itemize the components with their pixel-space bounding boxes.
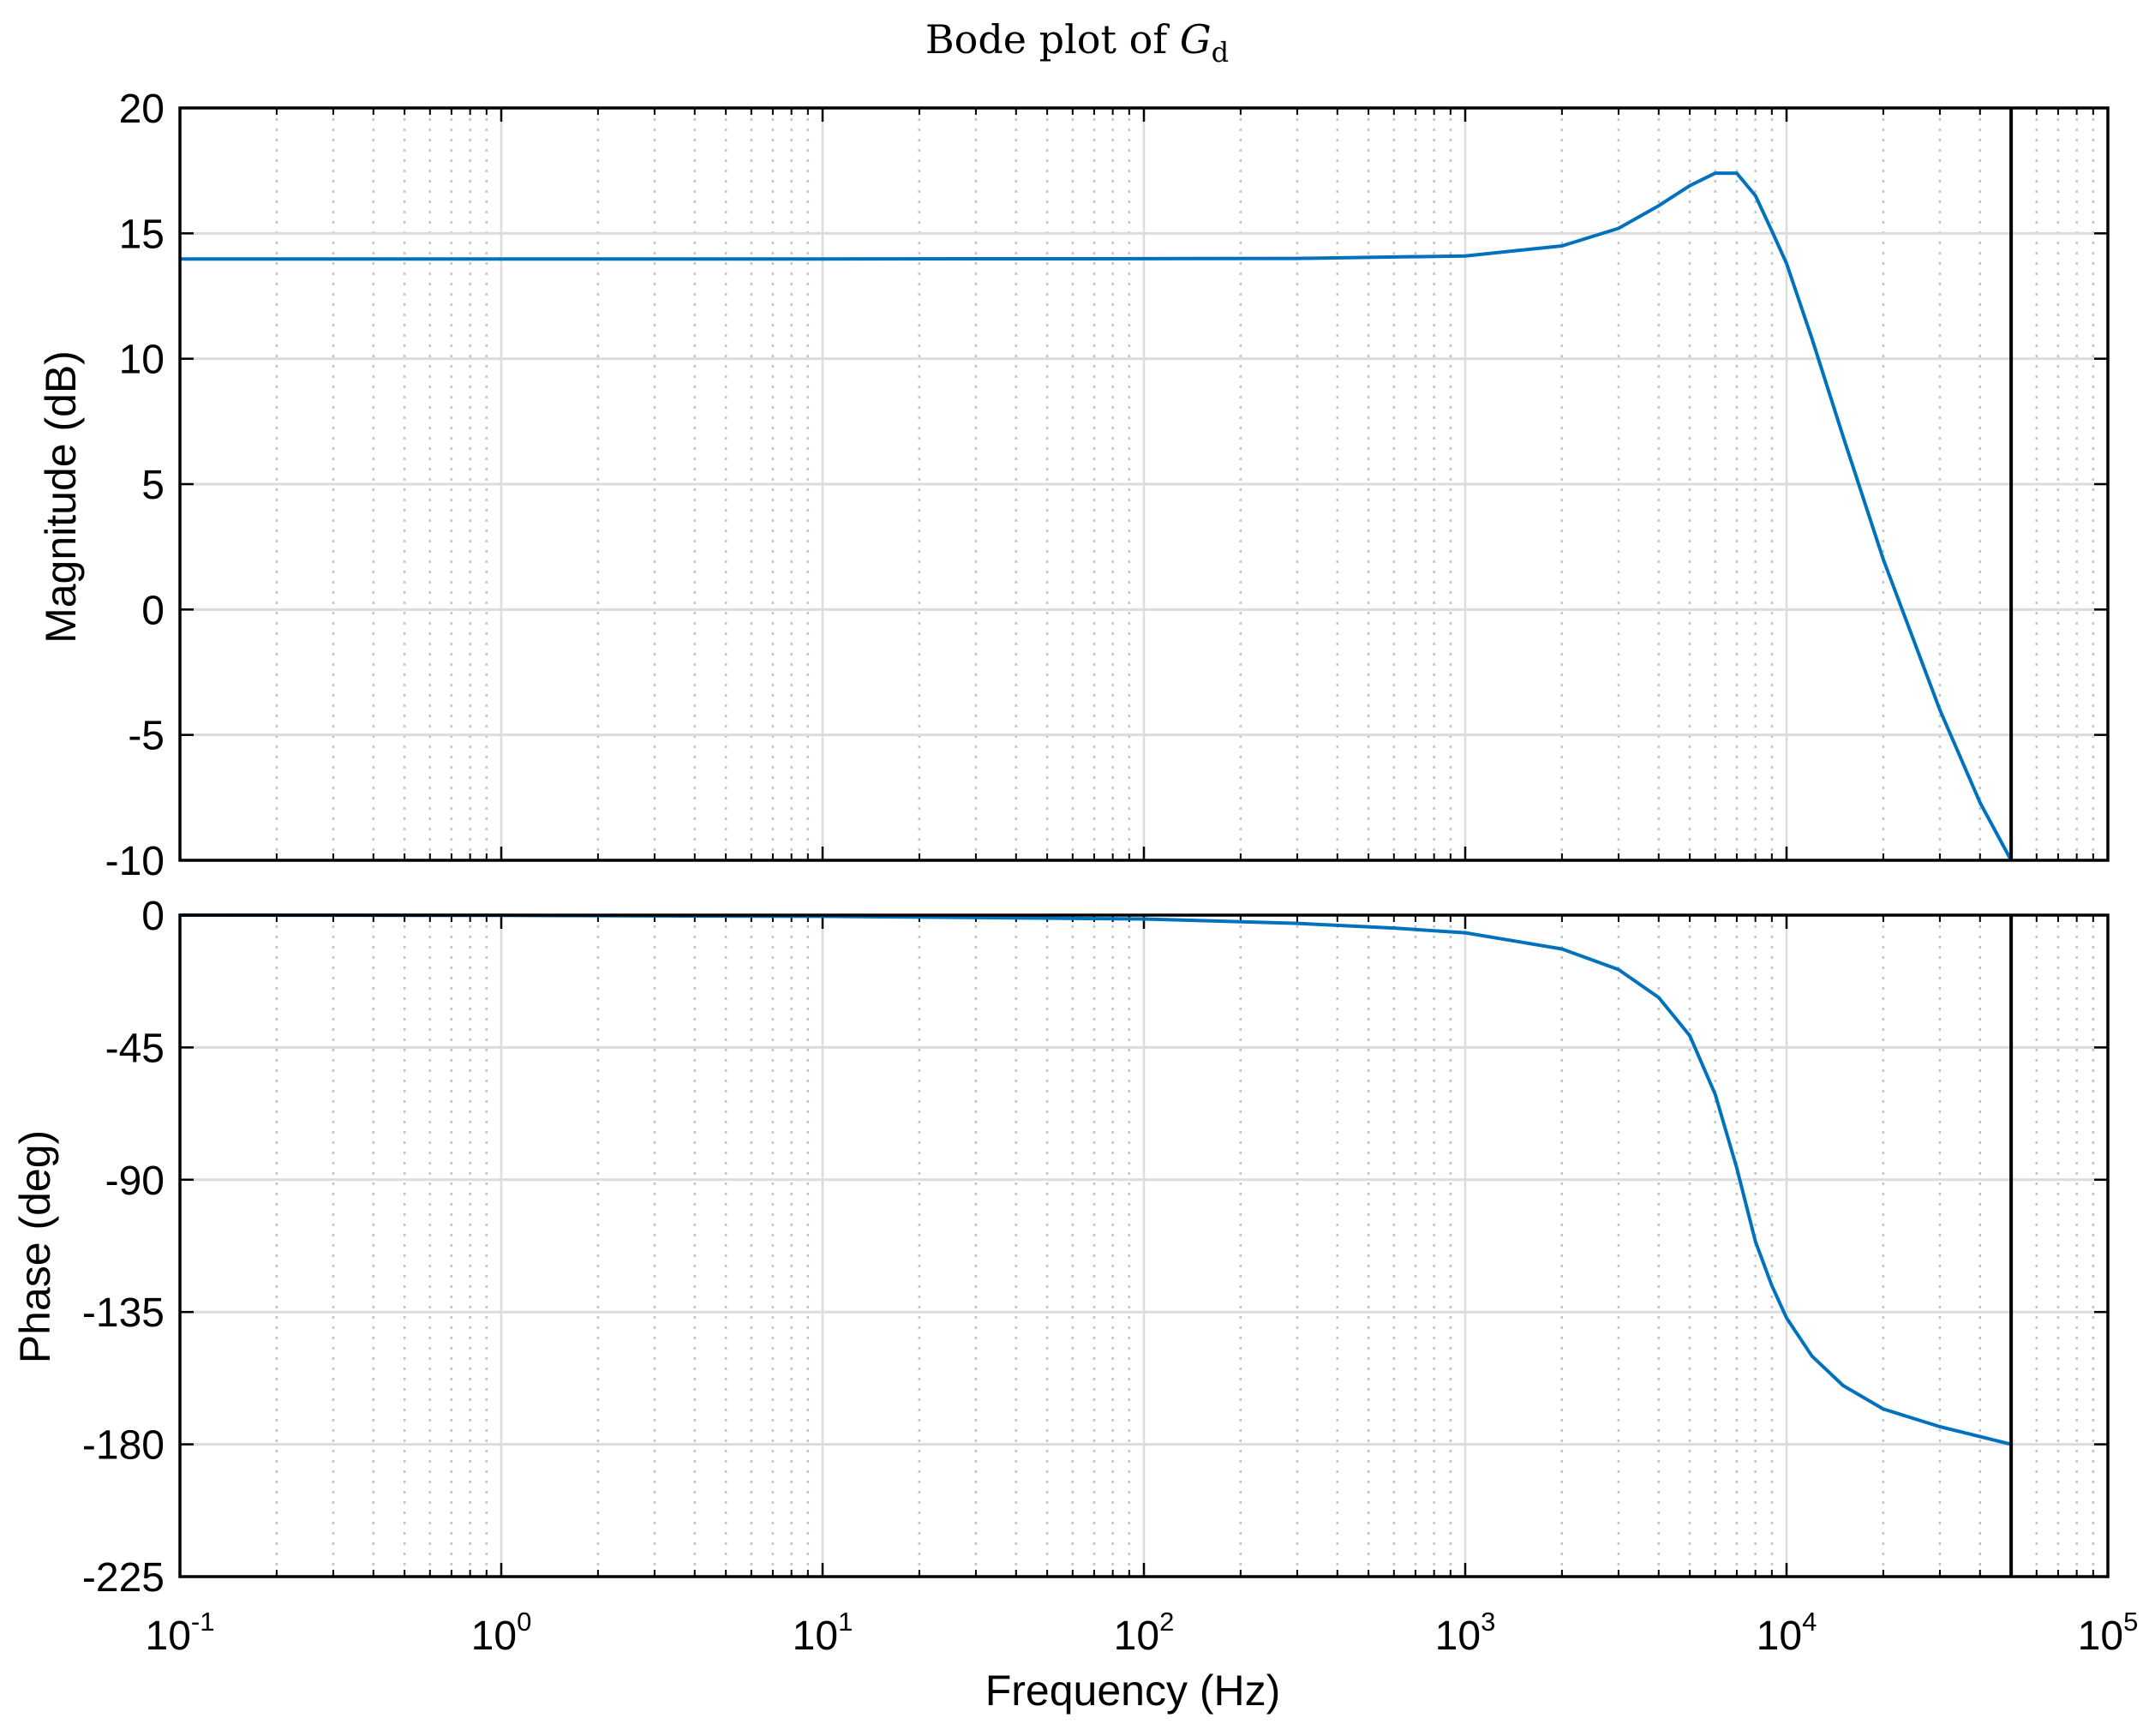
magnitude-curve [180, 171, 2013, 861]
magnitude-y-axis-label: Magnitude (dB) [37, 350, 85, 644]
y-tick-label: -135 [82, 1290, 165, 1336]
y-tick-label: 15 [119, 212, 165, 257]
magnitude-panel: 20 15 10 5 0 -5 -10 [105, 87, 2110, 884]
x-tick-label: 104 [1757, 1607, 1817, 1659]
x-axis-label: Frequency (Hz) [985, 1667, 1281, 1715]
y-tick-label: -5 [128, 714, 165, 759]
y-tick-label: -10 [105, 839, 165, 884]
x-tick-label: 102 [1114, 1607, 1175, 1659]
x-tick-label: 100 [471, 1607, 532, 1659]
phase-axes-frame [178, 913, 2110, 1578]
y-tick-label: 5 [141, 463, 165, 508]
x-tick-label: 101 [793, 1607, 853, 1659]
y-tick-label: -180 [82, 1423, 165, 1469]
y-tick-label: 0 [141, 588, 165, 633]
y-tick-label: 10 [119, 338, 165, 383]
chart-title: Bode plot of Gd [925, 16, 1229, 69]
y-tick-label: -90 [105, 1158, 165, 1204]
phase-y-axis-label: Phase (deg) [11, 1130, 59, 1363]
x-tick-label: 103 [1435, 1607, 1496, 1659]
magnitude-axes-frame [178, 106, 2110, 862]
y-tick-label: 20 [119, 87, 165, 132]
y-tick-label: 0 [141, 894, 165, 939]
x-tick-label: 10-1 [146, 1607, 215, 1659]
y-tick-label: -45 [105, 1026, 165, 1071]
phase-panel: 0 -45 -90 -135 -180 -225 [82, 894, 2110, 1601]
y-tick-label: -225 [82, 1555, 165, 1601]
x-tick-label: 105 [2078, 1607, 2139, 1659]
phase-curve [179, 913, 2012, 1446]
x-axis-tick-labels: 10-1 100 101 102 103 104 105 [146, 1607, 2139, 1659]
